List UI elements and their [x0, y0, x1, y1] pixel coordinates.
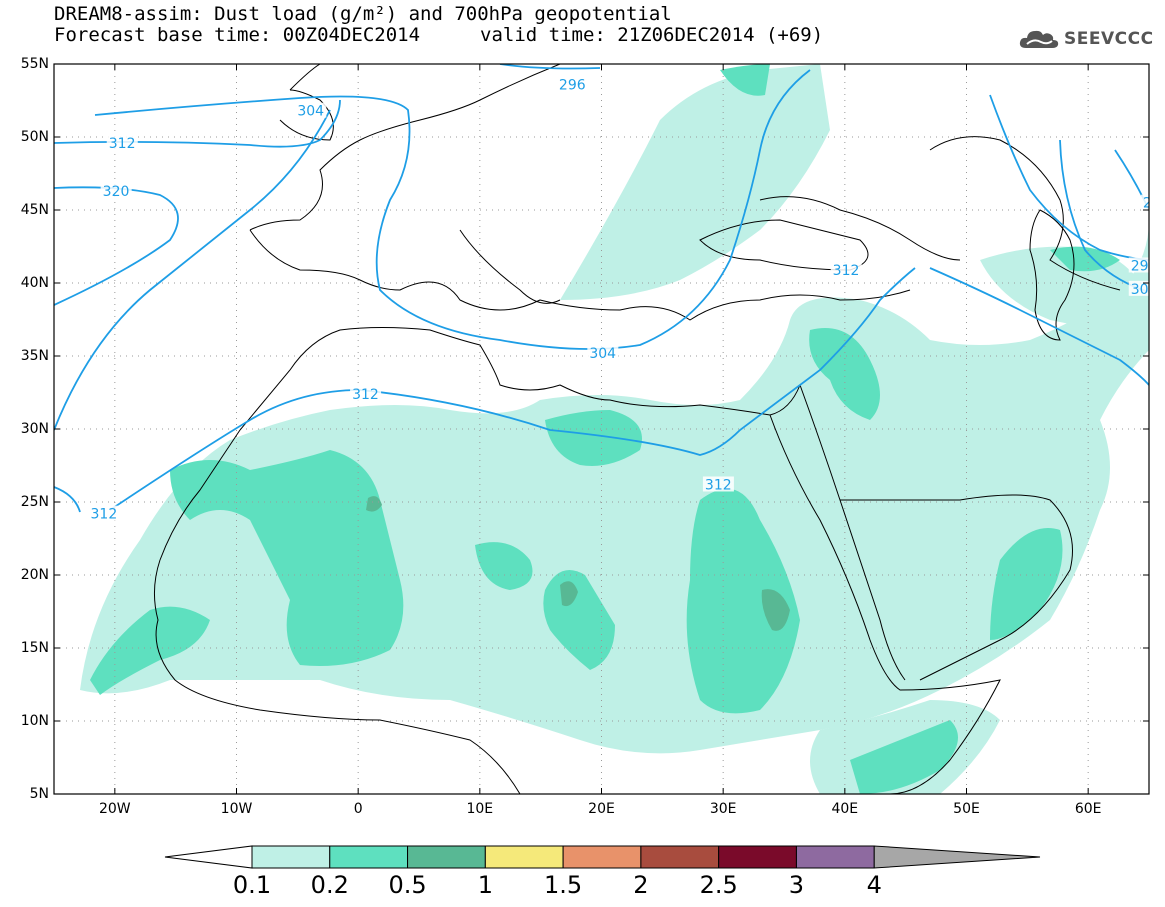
contour-label: 312 — [109, 136, 136, 152]
geopotential-contours — [54, 64, 1149, 513]
contour-label: 304 — [589, 346, 616, 362]
lon-label: 50E — [953, 801, 980, 817]
lat-label: 10N — [20, 713, 49, 729]
colorbar-swatch — [795, 845, 875, 869]
colorbar-label: 0.5 — [388, 871, 427, 899]
colorbar-swatch — [640, 845, 720, 869]
lon-label: 20E — [588, 801, 615, 817]
contour-label-bg — [1140, 194, 1149, 210]
lat-label: 15N — [20, 640, 49, 656]
contour-label-bg — [1128, 257, 1149, 273]
lon-label: 30E — [709, 801, 737, 817]
contour-label-bg — [702, 476, 734, 492]
colorbar-label: 3 — [788, 871, 805, 899]
contour-label-bg — [350, 385, 382, 401]
colorbar-label: 2.5 — [699, 871, 738, 899]
colorbar-label: 0.2 — [310, 871, 349, 899]
lat-label: 5N — [29, 786, 49, 802]
contour-label: 312 — [833, 263, 860, 279]
contour-label-bg — [587, 345, 619, 361]
contour-label: 296 — [1131, 258, 1158, 274]
logo-text: SEEVCCC — [1064, 29, 1154, 49]
lat-label: 50N — [20, 129, 49, 145]
axis-ticks — [54, 63, 1149, 795]
lon-label: 0 — [353, 801, 363, 817]
forecast-base-time: Forecast base time: 00Z04DEC2014 — [54, 24, 421, 46]
colorbar-swatch — [562, 845, 642, 869]
lon-label: 10E — [466, 801, 494, 817]
colorbar-label: 0.1 — [232, 871, 272, 899]
colorbar-label: 4 — [866, 871, 882, 899]
colorbar-label: 2 — [633, 871, 649, 899]
contour-label: 312 — [352, 387, 379, 403]
colorbar-swatch — [329, 845, 409, 869]
colorbar-high-arrow — [873, 845, 1041, 869]
colorbar-label: 1.5 — [544, 871, 583, 899]
lon-label: 20W — [98, 801, 131, 817]
colorbar-label: 1 — [477, 871, 493, 899]
contour-label-bg — [88, 505, 120, 521]
lon-label: 10W — [220, 801, 253, 817]
lat-label: 35N — [20, 348, 49, 364]
lat-label: 30N — [20, 421, 49, 437]
colorbar-low-arrow — [164, 845, 253, 869]
dust-layer-medium — [90, 64, 1120, 794]
contour-label: 28 — [1143, 196, 1161, 212]
colorbar-swatch — [718, 845, 797, 869]
colorbar-swatch — [484, 845, 564, 869]
lat-label: 45N — [20, 202, 49, 218]
valid-time: valid time: 21Z06DEC2014 (+69) — [480, 24, 824, 46]
coastlines — [154, 64, 1121, 794]
lat-label: 55N — [20, 56, 49, 72]
contour-label-bg — [556, 76, 588, 92]
seevccc-logo: SEEVCCC — [1018, 26, 1154, 52]
contour-label-bg — [100, 183, 132, 199]
contour-label: 304 — [297, 104, 324, 120]
contour-label: 320 — [103, 184, 130, 200]
dust-layer-dark — [366, 496, 790, 631]
contour-label: 312 — [705, 477, 732, 493]
lon-label: 40E — [831, 801, 859, 817]
contour-label-bg — [1128, 280, 1149, 296]
colorbar-swatch — [407, 845, 486, 869]
map-title: DREAM8-assim: Dust load (g/m²) and 700hP… — [54, 3, 672, 25]
contour-label-bg — [295, 102, 327, 118]
lat-label: 40N — [20, 275, 49, 291]
lat-label: 20N — [20, 567, 49, 583]
contour-label: 312 — [91, 507, 118, 523]
contour-label: 296 — [559, 77, 586, 93]
cloud-icon — [1019, 30, 1059, 48]
colorbar-swatch — [251, 845, 331, 869]
lon-label: 60E — [1074, 801, 1102, 817]
contour-label-bg — [106, 134, 138, 150]
contour-labels: 304 312 320 296 304 312 312 312 312 296 304 28 — [88, 76, 1161, 523]
contour-label: 304 — [1131, 282, 1158, 298]
contour-label-bg — [830, 261, 862, 277]
colorbar — [164, 845, 1041, 869]
lat-label: 25N — [20, 494, 49, 510]
